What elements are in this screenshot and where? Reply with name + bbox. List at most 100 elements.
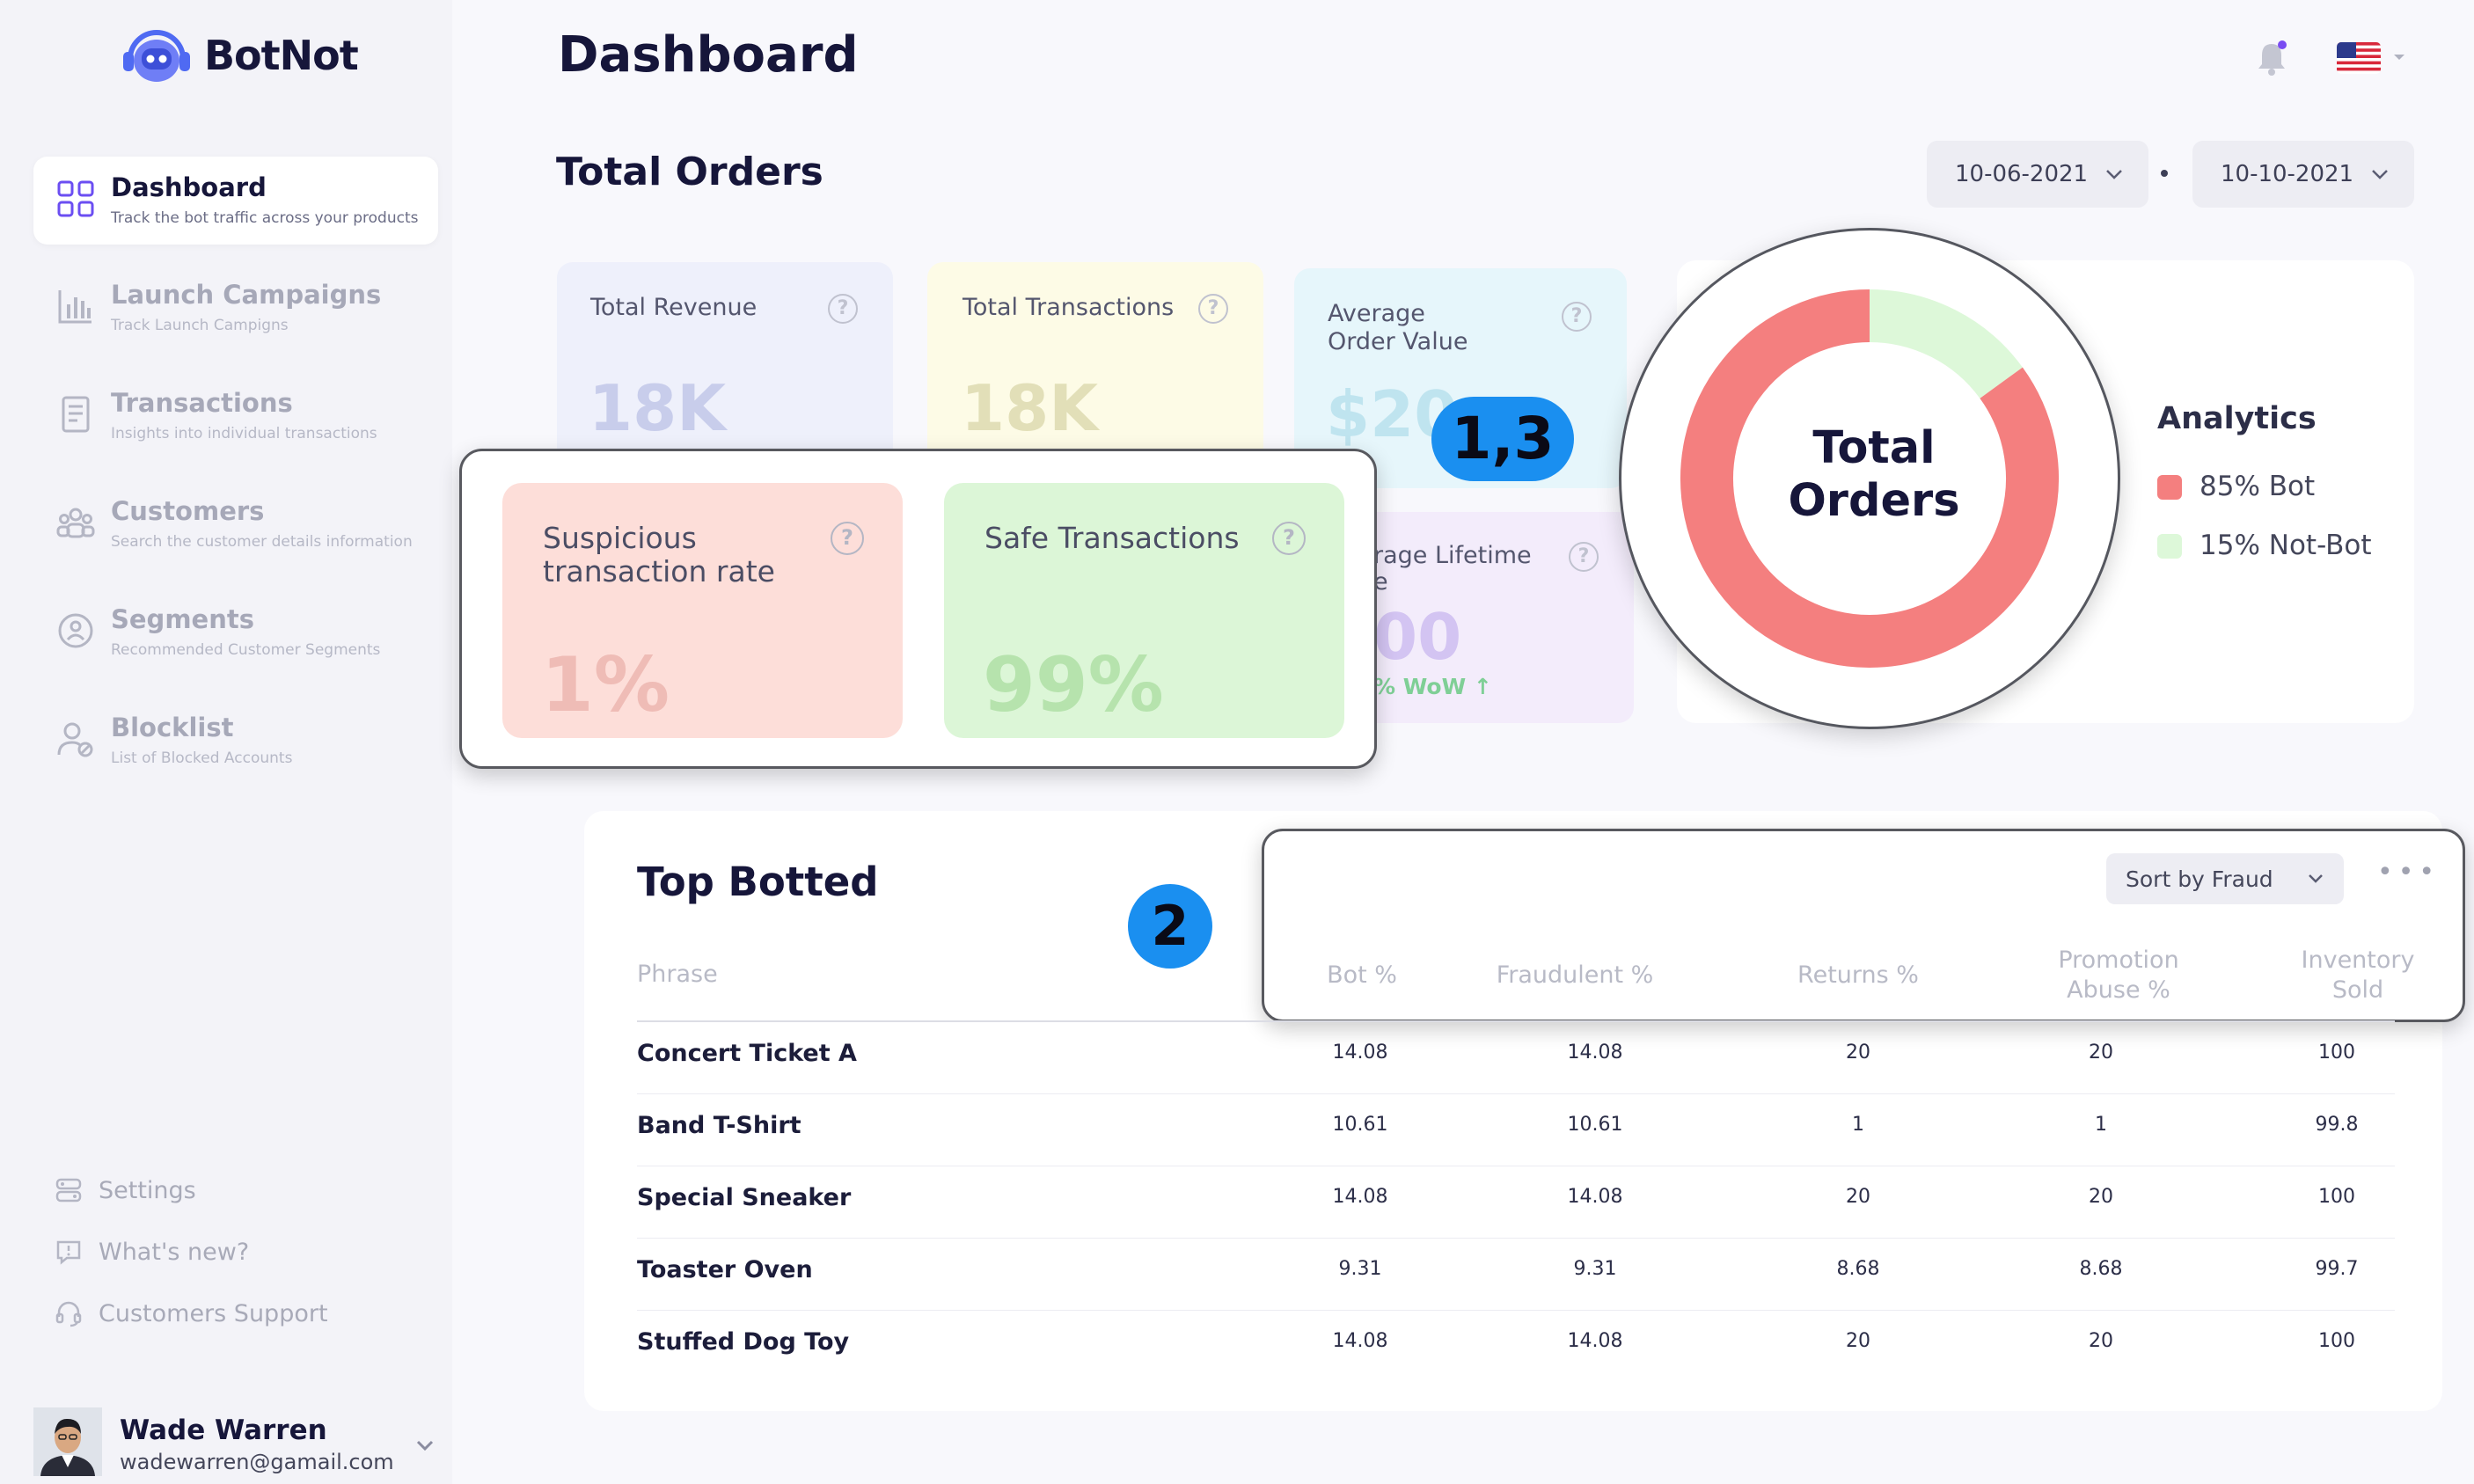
date-from-select[interactable]: 10-06-2021 [1927,141,2148,208]
avatar-photo [33,1407,102,1476]
sidebar-item-transactions[interactable]: Transactions Insights into individual tr… [33,372,438,460]
cell-promotion: 20 [2089,1330,2113,1352]
column-header-fraudulent[interactable]: Fraudulent % [1496,961,1654,989]
annotation-badge: 1,3 [1431,397,1574,481]
table-row[interactable]: Toaster Oven 9.31 9.31 8.68 8.68 99.7 [637,1239,2395,1311]
help-icon[interactable]: ? [1198,294,1228,324]
chevron-down-icon[interactable] [414,1434,436,1457]
sort-select[interactable]: Sort by Fraud [2106,853,2344,904]
donut-title: Total Orders [1729,422,2019,528]
user-email: wadewarren@gamail.com [120,1450,394,1474]
safe-transactions-card: Safe Transactions ? 99% [944,483,1344,738]
cell-returns: 20 [1846,1186,1870,1208]
column-header-inventory[interactable]: Inventory Sold [2270,946,2446,1005]
zoom-callout-rates: Suspicious transaction rate ? 1% Safe Tr… [459,449,1377,769]
help-icon[interactable]: ? [1562,302,1592,332]
grid-icon [57,180,94,217]
card-label: Total Revenue [590,294,758,321]
sidebar-item-segments[interactable]: Segments Recommended Customer Segments [33,588,438,676]
us-flag-icon[interactable] [2337,42,2381,74]
whats-new-link[interactable]: What's new? [55,1234,249,1269]
annotation-badge: 2 [1128,884,1212,969]
sidebar-item-label: Blocklist [111,713,234,742]
card-label: rage Lifetime [1373,542,1532,569]
cell-inventory: 99.8 [2315,1114,2359,1136]
card-value: 1% [541,641,670,729]
column-header-line: Promotion [2058,947,2179,974]
column-header-bot[interactable]: Bot % [1327,961,1397,989]
date-from-value: 10-06-2021 [1955,161,2089,187]
row-phrase: Concert Ticket A [637,1040,857,1067]
sidebar-item-customers[interactable]: Customers Search the customer details in… [33,480,438,568]
cell-promotion: 1 [2095,1114,2107,1136]
sidebar-item-label: Launch Campaigns [111,280,382,310]
table-row[interactable]: Band T-Shirt 10.61 10.61 1 1 99.8 [637,1094,2395,1166]
card-label: Total Transactions [963,294,1175,321]
analytics-title: Analytics [2157,401,2317,436]
document-icon [62,396,90,433]
donut-chart [1680,289,2059,668]
cell-bot: 14.08 [1332,1042,1388,1064]
cell-fraudulent: 10.61 [1567,1114,1623,1136]
card-value: 18K [589,371,726,445]
card-label: Average [1328,300,1425,327]
cell-promotion: 20 [2089,1186,2113,1208]
bell-icon[interactable] [2254,39,2289,77]
cell-returns: 20 [1846,1042,1870,1064]
column-header-line: Inventory [2301,947,2415,974]
settings-icon [55,1178,82,1203]
chevron-down-icon [2106,170,2122,179]
sidebar-item-launch-campaigns[interactable]: Launch Campaigns Track Launch Campigns [33,264,438,352]
sidebar-item-dashboard[interactable]: Dashboard Track the bot traffic across y… [33,157,438,245]
card-value: 00 [1373,600,1462,674]
date-separator [2161,170,2168,177]
chevron-down-icon [2372,170,2388,179]
legend-swatch-not-bot [2157,534,2182,559]
card-label: Order Value [1328,328,1468,355]
column-header-returns[interactable]: Returns % [1797,961,1919,989]
more-options-icon[interactable]: ••• [2377,857,2441,888]
users-icon [56,508,95,538]
table-header-rule [637,1020,2395,1022]
sidebar-item-blocklist[interactable]: Blocklist List of Blocked Accounts [33,697,438,785]
user-name: Wade Warren [120,1415,327,1446]
card-label: Safe Transactions [984,521,1240,555]
sidebar-item-subtitle: List of Blocked Accounts [111,749,293,767]
card-label-line: transaction rate [543,554,775,588]
language-dropdown-icon[interactable] [2391,51,2407,63]
table-row[interactable]: Stuffed Dog Toy 14.08 14.08 20 20 100 [637,1311,2395,1383]
row-phrase: Special Sneaker [637,1184,852,1211]
avatar[interactable] [33,1407,102,1476]
settings-link[interactable]: Settings [55,1173,196,1208]
donut-slice-bot [1680,289,2059,668]
help-icon[interactable]: ? [831,522,864,555]
cell-inventory: 100 [2318,1186,2355,1208]
column-header-promotion[interactable]: Promotion Abuse % [2013,946,2224,1005]
donut-title-line: Total [1812,422,1936,474]
suspicious-rate-card: Suspicious transaction rate ? 1% [502,483,903,738]
cell-returns: 1 [1852,1114,1864,1136]
table-row[interactable]: Special Sneaker 14.08 14.08 20 20 100 [637,1166,2395,1239]
customers-support-link[interactable]: Customers Support [55,1296,328,1331]
headset-icon [55,1301,82,1327]
table-row[interactable]: Concert Ticket A 14.08 14.08 20 20 100 [637,1022,2395,1094]
cell-fraudulent: 14.08 [1567,1330,1623,1352]
date-to-select[interactable]: 10-10-2021 [2192,141,2414,208]
sidebar-item-subtitle: Track the bot traffic across your produc… [111,209,419,227]
sidebar-item-subtitle: Insights into individual transactions [111,425,377,442]
sidebar-item-subtitle: Recommended Customer Segments [111,641,381,659]
legend-swatch-bot [2157,475,2182,500]
sidebar-item-label: Dashboard [111,172,267,202]
customers-support-label: Customers Support [99,1299,328,1327]
bot-logo-icon [123,30,190,82]
card-value: 18K [961,371,1098,445]
cell-fraudulent: 9.31 [1573,1258,1617,1280]
help-icon[interactable]: ? [828,294,858,324]
help-icon[interactable]: ? [1272,522,1306,555]
segment-icon [58,613,93,648]
help-icon[interactable]: ? [1569,542,1599,572]
cell-returns: 20 [1846,1330,1870,1352]
brand-name: BotNot [204,32,359,79]
card-value: 99% [983,641,1164,729]
column-header-line: Abuse % [2067,976,2170,1004]
